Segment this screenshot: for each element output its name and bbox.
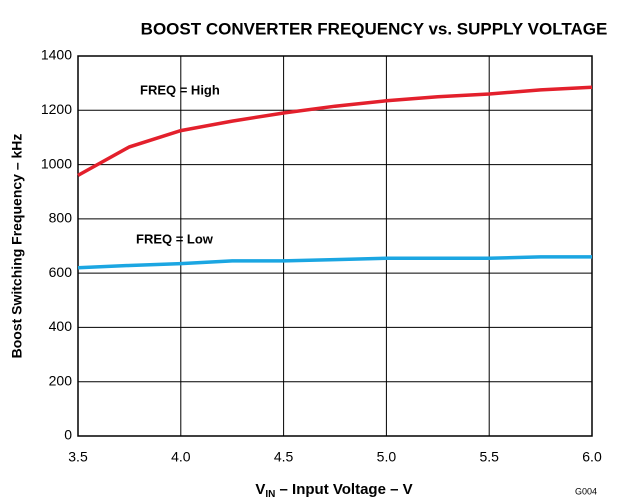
- x-tick-label: 4.0: [171, 449, 191, 465]
- y-tick-label: 200: [49, 372, 73, 388]
- x-label-main: V: [255, 481, 265, 498]
- chart-title: BOOST CONVERTER FREQUENCY vs. SUPPLY VOL…: [141, 19, 608, 38]
- x-label-rest: – Input Voltage – V: [275, 481, 412, 498]
- x-label-sub: IN: [265, 489, 275, 500]
- x-axis-label: VIN – Input Voltage – V: [255, 481, 412, 500]
- y-tick-label: 600: [49, 264, 73, 280]
- line-series: [77, 255, 592, 270]
- x-tick-label: 5.0: [377, 449, 397, 465]
- y-tick-label: 0: [64, 427, 72, 443]
- y-tick-label: 800: [49, 210, 73, 226]
- x-tick-label: 4.5: [274, 449, 294, 465]
- y-tick-label: 400: [49, 318, 73, 334]
- x-tick-label: 6.0: [582, 449, 602, 465]
- series-label: FREQ = Low: [136, 231, 214, 246]
- y-tick-label: 1400: [41, 47, 72, 63]
- series-label: FREQ = High: [140, 82, 220, 97]
- figure-code: G004: [575, 486, 597, 496]
- x-tick-label: 3.5: [68, 449, 88, 465]
- plot-frame: [77, 55, 593, 437]
- line-series: [77, 85, 593, 177]
- y-tick-label: 1200: [41, 101, 72, 117]
- y-tick-label: 1000: [41, 155, 72, 171]
- y-axis-label: Boost Switching Frequency – kHz: [9, 134, 25, 359]
- x-tick-label: 5.5: [479, 449, 499, 465]
